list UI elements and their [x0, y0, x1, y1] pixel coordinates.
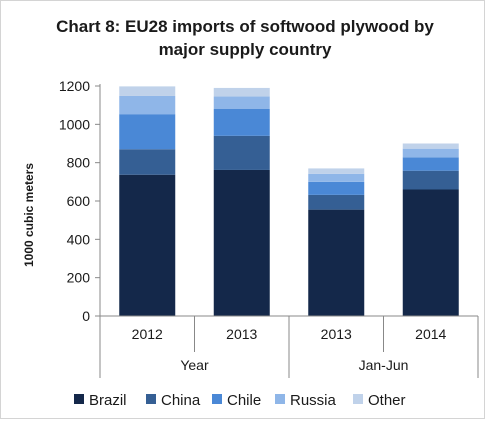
legend-item-china: China: [146, 392, 201, 409]
bar-segment-china: [402, 170, 459, 190]
bar-segment-brazil: [308, 209, 365, 316]
legend-item-other: Other: [353, 392, 406, 409]
legend-item-brazil: Brazil: [74, 392, 127, 409]
bar-segment-chile: [308, 181, 365, 195]
bar-segment-other: [308, 168, 365, 174]
bars: [119, 86, 459, 316]
y-tick-label: 600: [67, 193, 91, 209]
x-axis-labels: 2012 2013 2013 2014 Year Jan-Jun: [99, 316, 479, 378]
x-group-label: Jan-Jun: [359, 357, 409, 373]
bar-segment-chile: [402, 157, 459, 171]
chart-title-line-2: major supply country: [159, 40, 332, 59]
bar-segment-china: [119, 149, 176, 175]
legend-item-russia: Russia: [275, 392, 337, 409]
legend-swatch: [275, 394, 285, 404]
y-tick-label: 1000: [59, 116, 90, 132]
x-group-label: Year: [180, 357, 209, 373]
x-tick-label: 2014: [415, 326, 446, 342]
chart-title-line-1: Chart 8: EU28 imports of softwood plywoo…: [56, 17, 434, 36]
bar-segment-brazil: [213, 169, 270, 316]
bar-segment-brazil: [402, 189, 459, 316]
y-axis-ticks: 0 200 400 600 800 1000 1200: [59, 78, 100, 324]
x-tick-label: 2012: [132, 326, 163, 342]
bar-segment-china: [213, 135, 270, 170]
bar-segment-chile: [213, 109, 270, 136]
bar-segment-russia: [213, 96, 270, 109]
legend-swatch: [146, 394, 156, 404]
bar-segment-china: [308, 194, 365, 210]
legend-item-chile: Chile: [212, 392, 261, 409]
y-axis-label: 1000 cubic meters: [22, 163, 36, 267]
legend-swatch: [212, 394, 222, 404]
bar-segment-russia: [308, 173, 365, 182]
legend-swatch: [353, 394, 363, 404]
legend-label: Brazil: [89, 392, 127, 409]
legend-label: Other: [368, 392, 406, 409]
bar-segment-other: [213, 87, 270, 97]
y-tick-label: 800: [67, 155, 91, 171]
x-tick-label: 2013: [321, 326, 352, 342]
bar-segment-chile: [119, 114, 176, 150]
bar-segment-russia: [402, 148, 459, 158]
bar-segment-russia: [119, 95, 176, 115]
y-tick-label: 0: [82, 308, 90, 324]
y-tick-label: 400: [67, 231, 91, 247]
legend-label: Chile: [227, 392, 261, 409]
x-tick-label: 2013: [226, 326, 257, 342]
y-tick-label: 1200: [59, 78, 90, 94]
y-tick-label: 200: [67, 270, 91, 286]
legend-label: China: [161, 392, 201, 409]
legend-swatch: [74, 394, 84, 404]
bar-segment-brazil: [119, 174, 176, 316]
legend-label: Russia: [290, 392, 337, 409]
bar-segment-other: [402, 143, 459, 149]
bar-segment-other: [119, 86, 176, 96]
legend: Brazil China Chile Russia Other: [74, 392, 406, 409]
